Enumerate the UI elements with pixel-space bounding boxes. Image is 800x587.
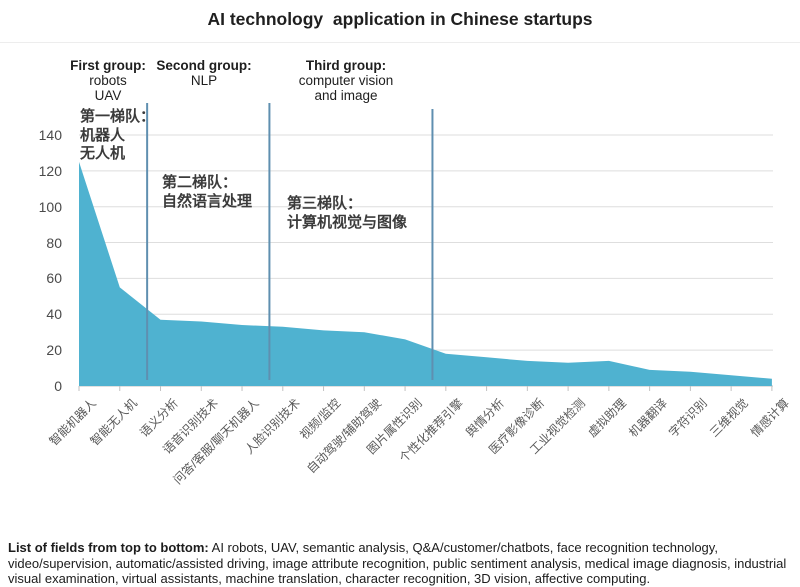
group-annotation-line: computer vision xyxy=(298,73,394,88)
group-annotation-third: Third group: computer vision and image xyxy=(299,58,394,103)
tier-annotation-title: 第二梯队： xyxy=(162,174,238,191)
y-axis-label: 100 xyxy=(38,198,62,215)
y-axis-label: 140 xyxy=(38,126,62,143)
tier-annotation-3: 第三梯队： 计算机视觉与图像 xyxy=(287,195,407,232)
divider-line xyxy=(0,42,800,43)
tier-annotation-title: 第一梯队： xyxy=(80,108,156,125)
tier-annotation-line: 机器人 xyxy=(80,126,126,144)
tier-annotation-2: 第二梯队： 自然语言处理 xyxy=(162,174,252,211)
caption-text: AI robots, UAV, semantic analysis, Q&A/c… xyxy=(8,540,787,586)
group-annotation-line: NLP xyxy=(190,73,218,88)
tier-annotation-title: 第三梯队： xyxy=(287,195,363,212)
y-axis-label: 60 xyxy=(46,270,62,287)
y-axis-label: 80 xyxy=(46,234,62,251)
caption: List of fields from top to bottom: AI ro… xyxy=(8,540,797,587)
area-series xyxy=(79,161,772,386)
group-annotation-first: First group: robots UAV xyxy=(70,58,146,103)
group-annotation-title: Third group: xyxy=(305,58,387,73)
y-axis-label: 0 xyxy=(54,378,62,394)
group-annotation-line: and image xyxy=(314,88,378,103)
tier-annotation-line: 计算机视觉与图像 xyxy=(287,213,408,231)
group-annotation-second: Second group: NLP xyxy=(156,58,251,88)
group-annotation-title: First group: xyxy=(70,58,146,73)
group-annotation-line: UAV xyxy=(94,88,122,103)
tier-annotation-line: 自然语言处理 xyxy=(162,192,253,210)
group-annotation-line: robots xyxy=(89,73,127,88)
y-axis-label: 20 xyxy=(46,342,62,359)
y-axis-label: 40 xyxy=(46,306,62,323)
chart-title: AI technology application in Chinese sta… xyxy=(207,9,593,29)
group-annotation-title: Second group: xyxy=(156,58,252,73)
tier-annotation-1: 第一梯队： 机器人 无人机 xyxy=(80,108,155,164)
y-axis-label: 120 xyxy=(38,162,62,179)
caption-label: List of fields from top to bottom: xyxy=(8,540,209,555)
tier-annotation-line: 无人机 xyxy=(80,145,126,162)
